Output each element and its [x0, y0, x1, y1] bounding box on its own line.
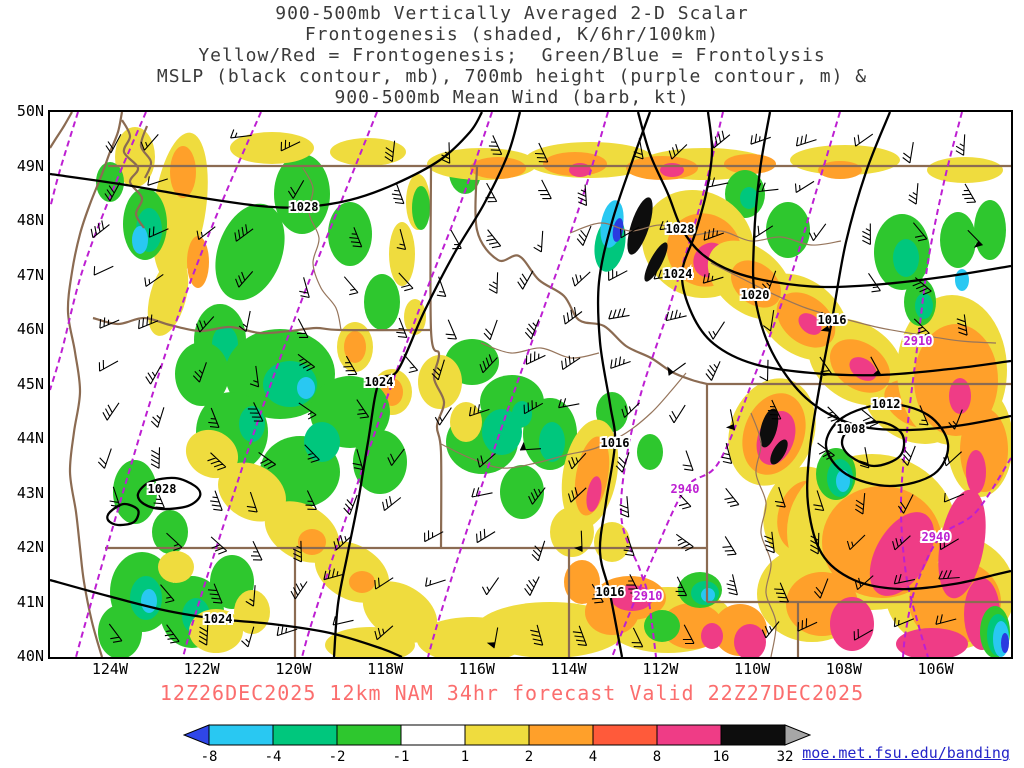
colorbar-tick-label: 32: [777, 749, 794, 765]
lon-tick-label: 122W: [183, 660, 220, 678]
lon-tick-label: 108W: [825, 660, 862, 678]
lon-tick-label: 114W: [550, 660, 587, 678]
colorbar-tick-label: 16: [713, 749, 730, 765]
colorbar-tick-label: 4: [589, 749, 597, 765]
lat-tick-label: 46N: [16, 320, 44, 338]
contour-label: 2910: [634, 589, 663, 603]
colorbar-svg: -8 -4 -2 -1 1 2 4 8 16 32: [182, 724, 812, 765]
lat-tick-label: 42N: [16, 538, 44, 556]
colorbar-segment: [336, 724, 402, 746]
contour-label: 1012: [872, 397, 901, 411]
contour-label: 2910: [904, 334, 933, 348]
colorbar-tick-label: 8: [653, 749, 661, 765]
contour-label: 1024: [664, 267, 693, 281]
lon-tick-label: 110W: [734, 660, 771, 678]
title-line: Yellow/Red = Frontogenesis; Green/Blue =…: [198, 45, 826, 66]
lat-tick-label: 44N: [16, 429, 44, 447]
lon-tick-label: 124W: [91, 660, 128, 678]
chart-title-block: 900-500mb Vertically Averaged 2-D Scalar…: [0, 3, 1024, 108]
contour-label: 1024: [365, 375, 394, 389]
colorbar-tick-label: 1: [461, 749, 469, 765]
colorbar-left-arrow: [182, 724, 210, 746]
lat-tick-label: 40N: [16, 647, 44, 665]
lon-tick-label: 106W: [917, 660, 954, 678]
colorbar-tick-label: -1: [393, 749, 410, 765]
colorbar-segment: [208, 724, 274, 746]
colorbar-tick-label: 2: [525, 749, 533, 765]
contour-label: 2940: [922, 530, 951, 544]
contour-label: 1028: [666, 222, 695, 236]
frontogenesis-shading-layer: [96, 127, 1011, 657]
site-link[interactable]: moe.met.fsu.edu/banding: [802, 744, 1010, 762]
contour-label: 1024: [204, 612, 233, 626]
contour-label: 1008: [837, 422, 866, 436]
lon-tick-label: 116W: [458, 660, 495, 678]
lon-tick-label: 118W: [367, 660, 404, 678]
lat-tick-label: 50N: [16, 102, 44, 120]
rivers-layer: [302, 167, 997, 657]
contour-label: 1016: [596, 585, 625, 599]
700mb-height-contours-layer: [50, 112, 1011, 657]
colorbar-tick-label: -2: [329, 749, 346, 765]
colorbar-segment: [720, 724, 786, 746]
contour-label: 1028: [290, 200, 319, 214]
lat-tick-label: 48N: [16, 211, 44, 229]
colorbar-right-arrow: [784, 724, 812, 746]
mslp-contours-layer: [50, 112, 1011, 657]
colorbar-segment: [272, 724, 338, 746]
contour-label: 1028: [148, 482, 177, 496]
colorbar-segment: [400, 724, 466, 746]
title-line: 900-500mb Mean Wind (barb, kt): [334, 87, 690, 108]
lat-tick-label: 49N: [16, 156, 44, 175]
lon-tick-label: 120W: [275, 660, 312, 678]
lat-tick-label: 43N: [16, 483, 44, 502]
title-line: 900-500mb Vertically Averaged 2-D Scalar: [275, 3, 749, 24]
wind-barbs-layer: [90, 129, 983, 649]
contour-label: 2940: [671, 482, 700, 496]
lat-tick-label: 47N: [16, 265, 44, 284]
contour-label: 1020: [741, 288, 770, 302]
lat-tick-label: 41N: [16, 592, 44, 611]
colorbar-segment: [464, 724, 530, 746]
forecast-caption: 12Z26DEC2025 12km NAM 34hr forecast Vali…: [159, 681, 865, 705]
lon-tick-label: 112W: [642, 660, 679, 678]
colorbar-tick-label: -8: [201, 749, 218, 765]
title-line: Frontogenesis (shaded, K/6hr/100km): [304, 24, 720, 45]
colorbar-segment: [592, 724, 658, 746]
map-plot-area: 1028 1024 1028 1024 1020 1016 1012 1008 1016 1016…: [48, 110, 1013, 659]
lat-tick-label: 45N: [16, 374, 44, 393]
colorbar: -8 -4 -2 -1 1 2 4 8 16 32: [182, 724, 812, 768]
contour-label: 1016: [818, 313, 847, 327]
colorbar-tick-label: -4: [265, 749, 282, 765]
colorbar-segment: [656, 724, 722, 746]
title-line: MSLP (black contour, mb), 700mb height (…: [156, 66, 868, 87]
contour-labels-layer: 1028 1024 1028 1024 1020 1016 1012 1008 1016 1016…: [146, 198, 953, 628]
contour-label: 1016: [601, 436, 630, 450]
colorbar-segment: [528, 724, 594, 746]
